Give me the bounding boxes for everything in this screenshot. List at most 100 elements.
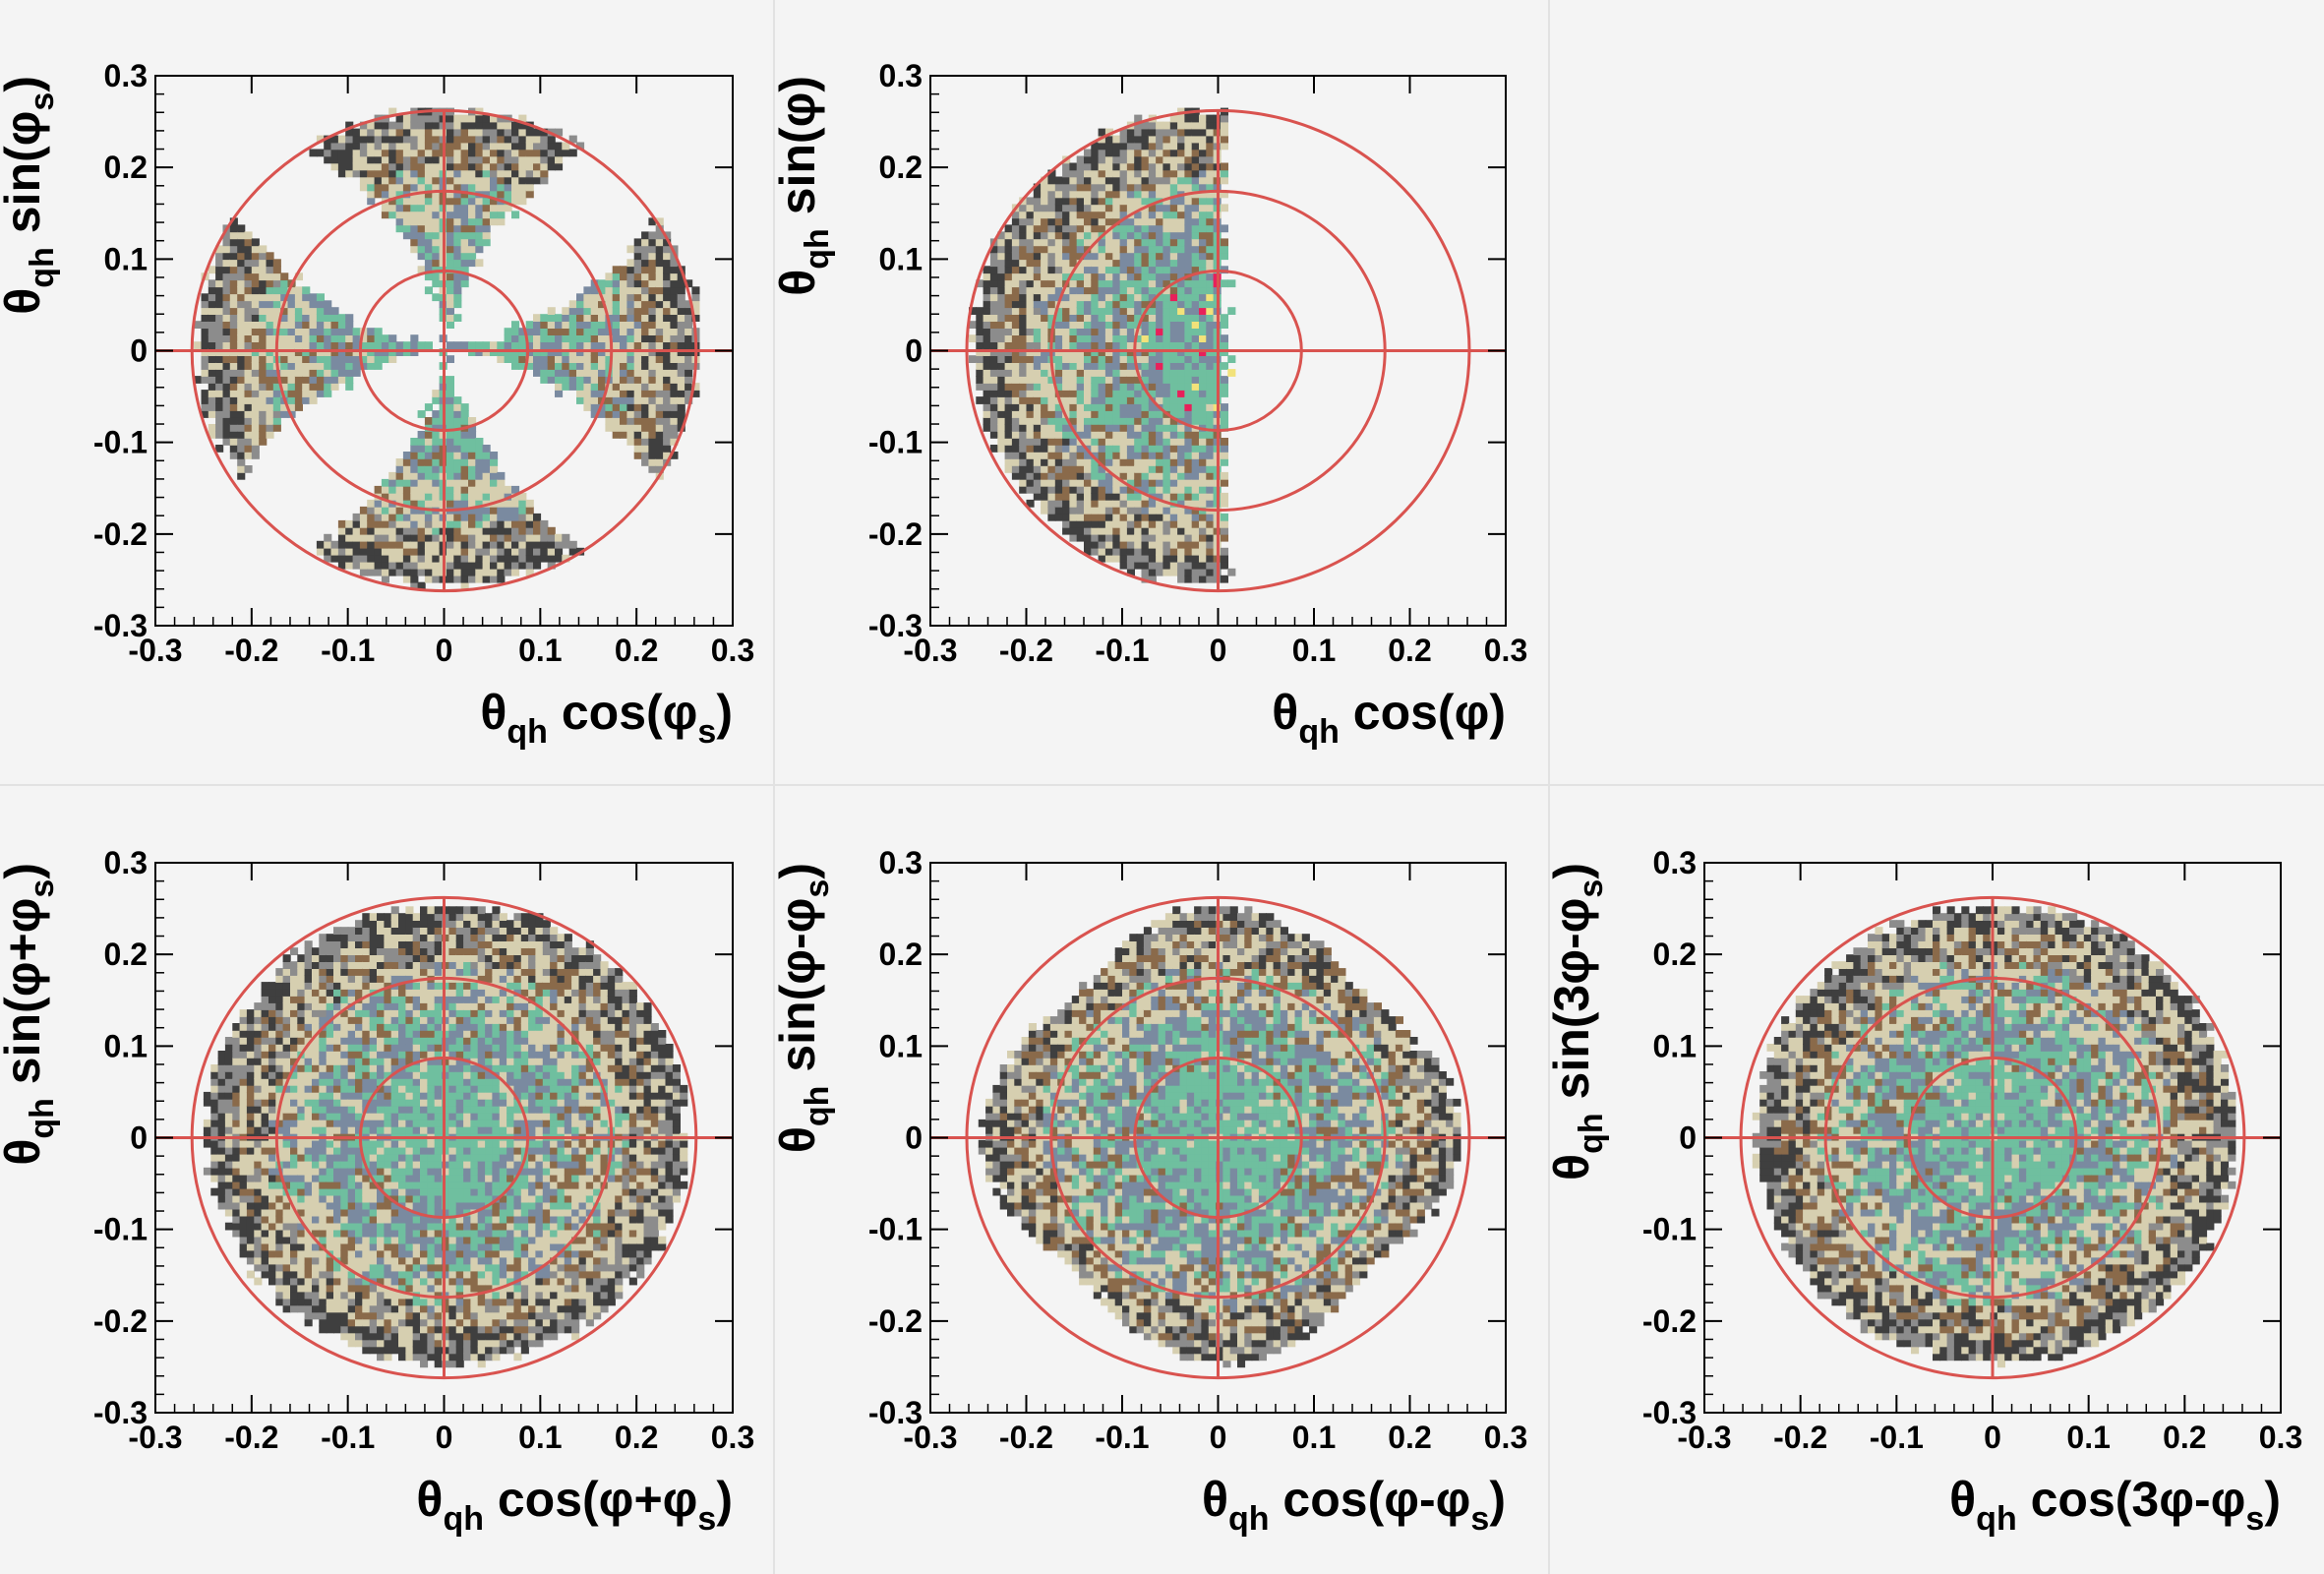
heatmap-cell [1148,376,1157,384]
heatmap-cell [244,452,253,459]
heatmap-cell [1134,183,1143,192]
heatmap-cell [410,540,419,549]
heatmap-cell [330,142,339,151]
heatmap-cell [1141,279,1150,288]
heatmap-cell [259,293,268,302]
heatmap-cell [1004,224,1013,233]
heatmap-cell [1191,272,1200,281]
heatmap-cell [246,1208,255,1217]
heatmap-cell [280,341,289,349]
heatmap-cell [275,1044,284,1052]
heatmap-cell [388,169,397,178]
x-axis-title-function: cos(φ [548,685,697,740]
heatmap-cell [453,155,462,164]
heatmap-cell [275,1037,284,1045]
heatmap-cell [1019,279,1028,288]
heatmap-cell [266,355,274,363]
heatmap-cell [297,1016,306,1024]
heatmap-cell [1141,403,1150,411]
heatmap-cell [282,996,291,1003]
heatmap-cell [282,1084,291,1093]
heatmap-cell [1206,547,1215,556]
heatmap-cell [1177,279,1186,288]
heatmap-cell [229,293,238,302]
heatmap-cell [453,410,462,418]
heatmap-cell [633,245,642,254]
heatmap-cell [605,424,614,432]
heatmap-cell [1098,383,1106,391]
heatmap-cell [1169,554,1178,563]
heatmap-cell [1184,383,1193,391]
heatmap-cell [1169,321,1178,329]
heatmap-cell [482,506,491,515]
heatmap-cell [237,224,246,233]
heatmap-cell [244,465,253,473]
heatmap-cell [244,266,253,274]
heatmap-cell [1134,190,1143,199]
heatmap-cell [1191,204,1200,212]
heatmap-cell [1148,452,1157,459]
heatmap-cell [468,519,477,528]
heatmap-cell [997,376,1006,384]
heatmap-cell [1004,376,1013,384]
heatmap-cell [280,383,289,391]
heatmap-cell [1026,355,1035,363]
heatmap-cell [1011,211,1020,219]
heatmap-cell [359,142,368,151]
heatmap-cell [641,300,650,309]
heatmap-cell [254,1058,263,1065]
heatmap-cell [460,252,469,261]
heatmap-cell [251,362,260,370]
heatmap-cell [424,286,433,295]
heatmap-cell [312,1304,321,1313]
heatmap-cell [583,376,592,384]
heatmap-cell [612,362,621,370]
heatmap-cell [1084,155,1093,164]
heatmap-cell [244,293,253,302]
heatmap-cell [316,540,325,549]
heatmap-cell [272,403,281,411]
heatmap-cell [374,155,383,164]
heatmap-cell [304,1194,313,1203]
heatmap-cell [989,300,998,309]
heatmap-cell [1148,561,1157,570]
heatmap-cell [215,286,224,295]
heatmap-cell [497,547,506,556]
heatmap-cell [670,403,679,411]
heatmap-cell [453,211,462,219]
heatmap-cell [316,390,325,397]
heatmap-cell [576,314,585,322]
heatmap-cell [222,314,231,322]
heatmap-cell [304,1077,313,1086]
heatmap-cell [1134,540,1143,549]
heatmap-cell [1104,266,1113,274]
heatmap-cell [381,526,389,535]
heatmap-cell [482,575,491,583]
heatmap-cell [374,561,383,570]
heatmap-cell [272,390,281,397]
heatmap-cell [1098,224,1106,233]
heatmap-cell [490,176,499,185]
heatmap-cell [297,1180,306,1189]
heatmap-cell [232,1084,241,1093]
heatmap-cell [655,259,664,268]
heatmap-cell [691,300,700,309]
heatmap-cell [229,383,238,391]
heatmap-cell [1041,307,1049,315]
heatmap-cell [1062,431,1071,439]
heatmap-cell [460,452,469,459]
heatmap-cell [446,293,454,302]
heatmap-cell [626,321,635,329]
heatmap-cell [1126,424,1135,432]
heatmap-cell [261,1119,269,1127]
heatmap-cell [490,142,499,151]
heatmap-cell [251,334,260,342]
heatmap-cell [319,1311,328,1320]
heatmap-cell [345,135,354,144]
heatmap-cell [504,554,512,563]
heatmap-cell [417,485,426,494]
heatmap-cell [1047,492,1056,501]
heatmap-cell [297,1174,306,1182]
heatmap-cell [446,217,454,226]
heatmap-cell [1069,245,1078,254]
